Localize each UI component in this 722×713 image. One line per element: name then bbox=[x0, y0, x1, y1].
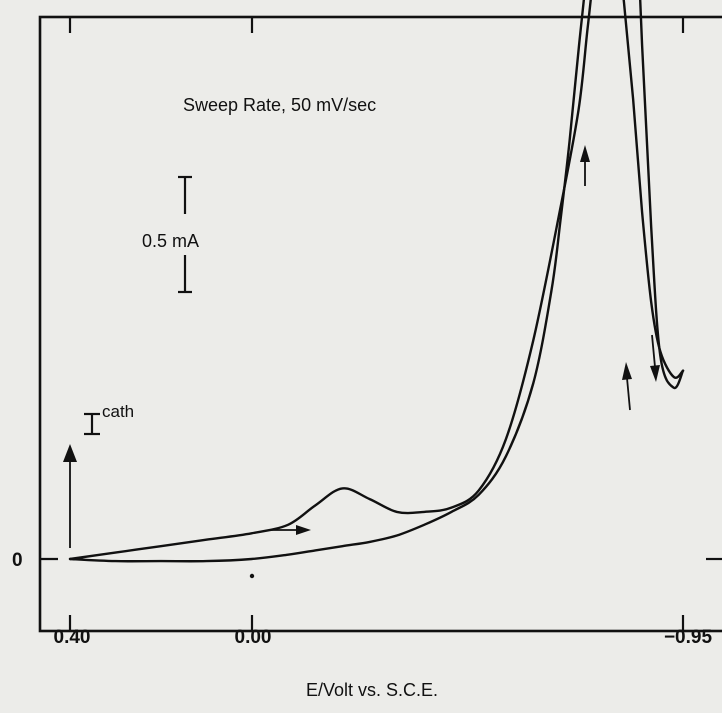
sweep-arrow-descending bbox=[650, 334, 660, 382]
scale-bar-label: 0.5 mA bbox=[142, 231, 199, 251]
current-cathodic-superscript: cath bbox=[102, 402, 134, 421]
plot-frame bbox=[38, 15, 722, 633]
cathodic-direction-arrow bbox=[63, 444, 77, 548]
series-line-1 bbox=[68, 0, 685, 563]
x-axis-title: E/Volt vs. S.C.E. bbox=[306, 680, 438, 700]
series-line-0 bbox=[68, 0, 685, 561]
y-tick-label-zero: 0 bbox=[12, 550, 23, 571]
x-tick-label-neg0.95: −0.95 bbox=[664, 627, 713, 648]
curves-group bbox=[68, 0, 685, 579]
x-tick-label-0.40: 0.40 bbox=[54, 627, 91, 648]
sweep-arrow-return-up bbox=[622, 362, 632, 411]
current-cathodic-label bbox=[84, 412, 100, 436]
sweep-rate-annotation: Sweep Rate, 50 mV/sec bbox=[183, 95, 376, 115]
current-scale-bar bbox=[178, 175, 192, 294]
sweep-arrow-forward bbox=[270, 525, 311, 535]
x-tick-label-0.00: 0.00 bbox=[235, 627, 272, 648]
scan-speck bbox=[249, 573, 255, 579]
sweep-arrow-peak-up bbox=[580, 145, 590, 186]
